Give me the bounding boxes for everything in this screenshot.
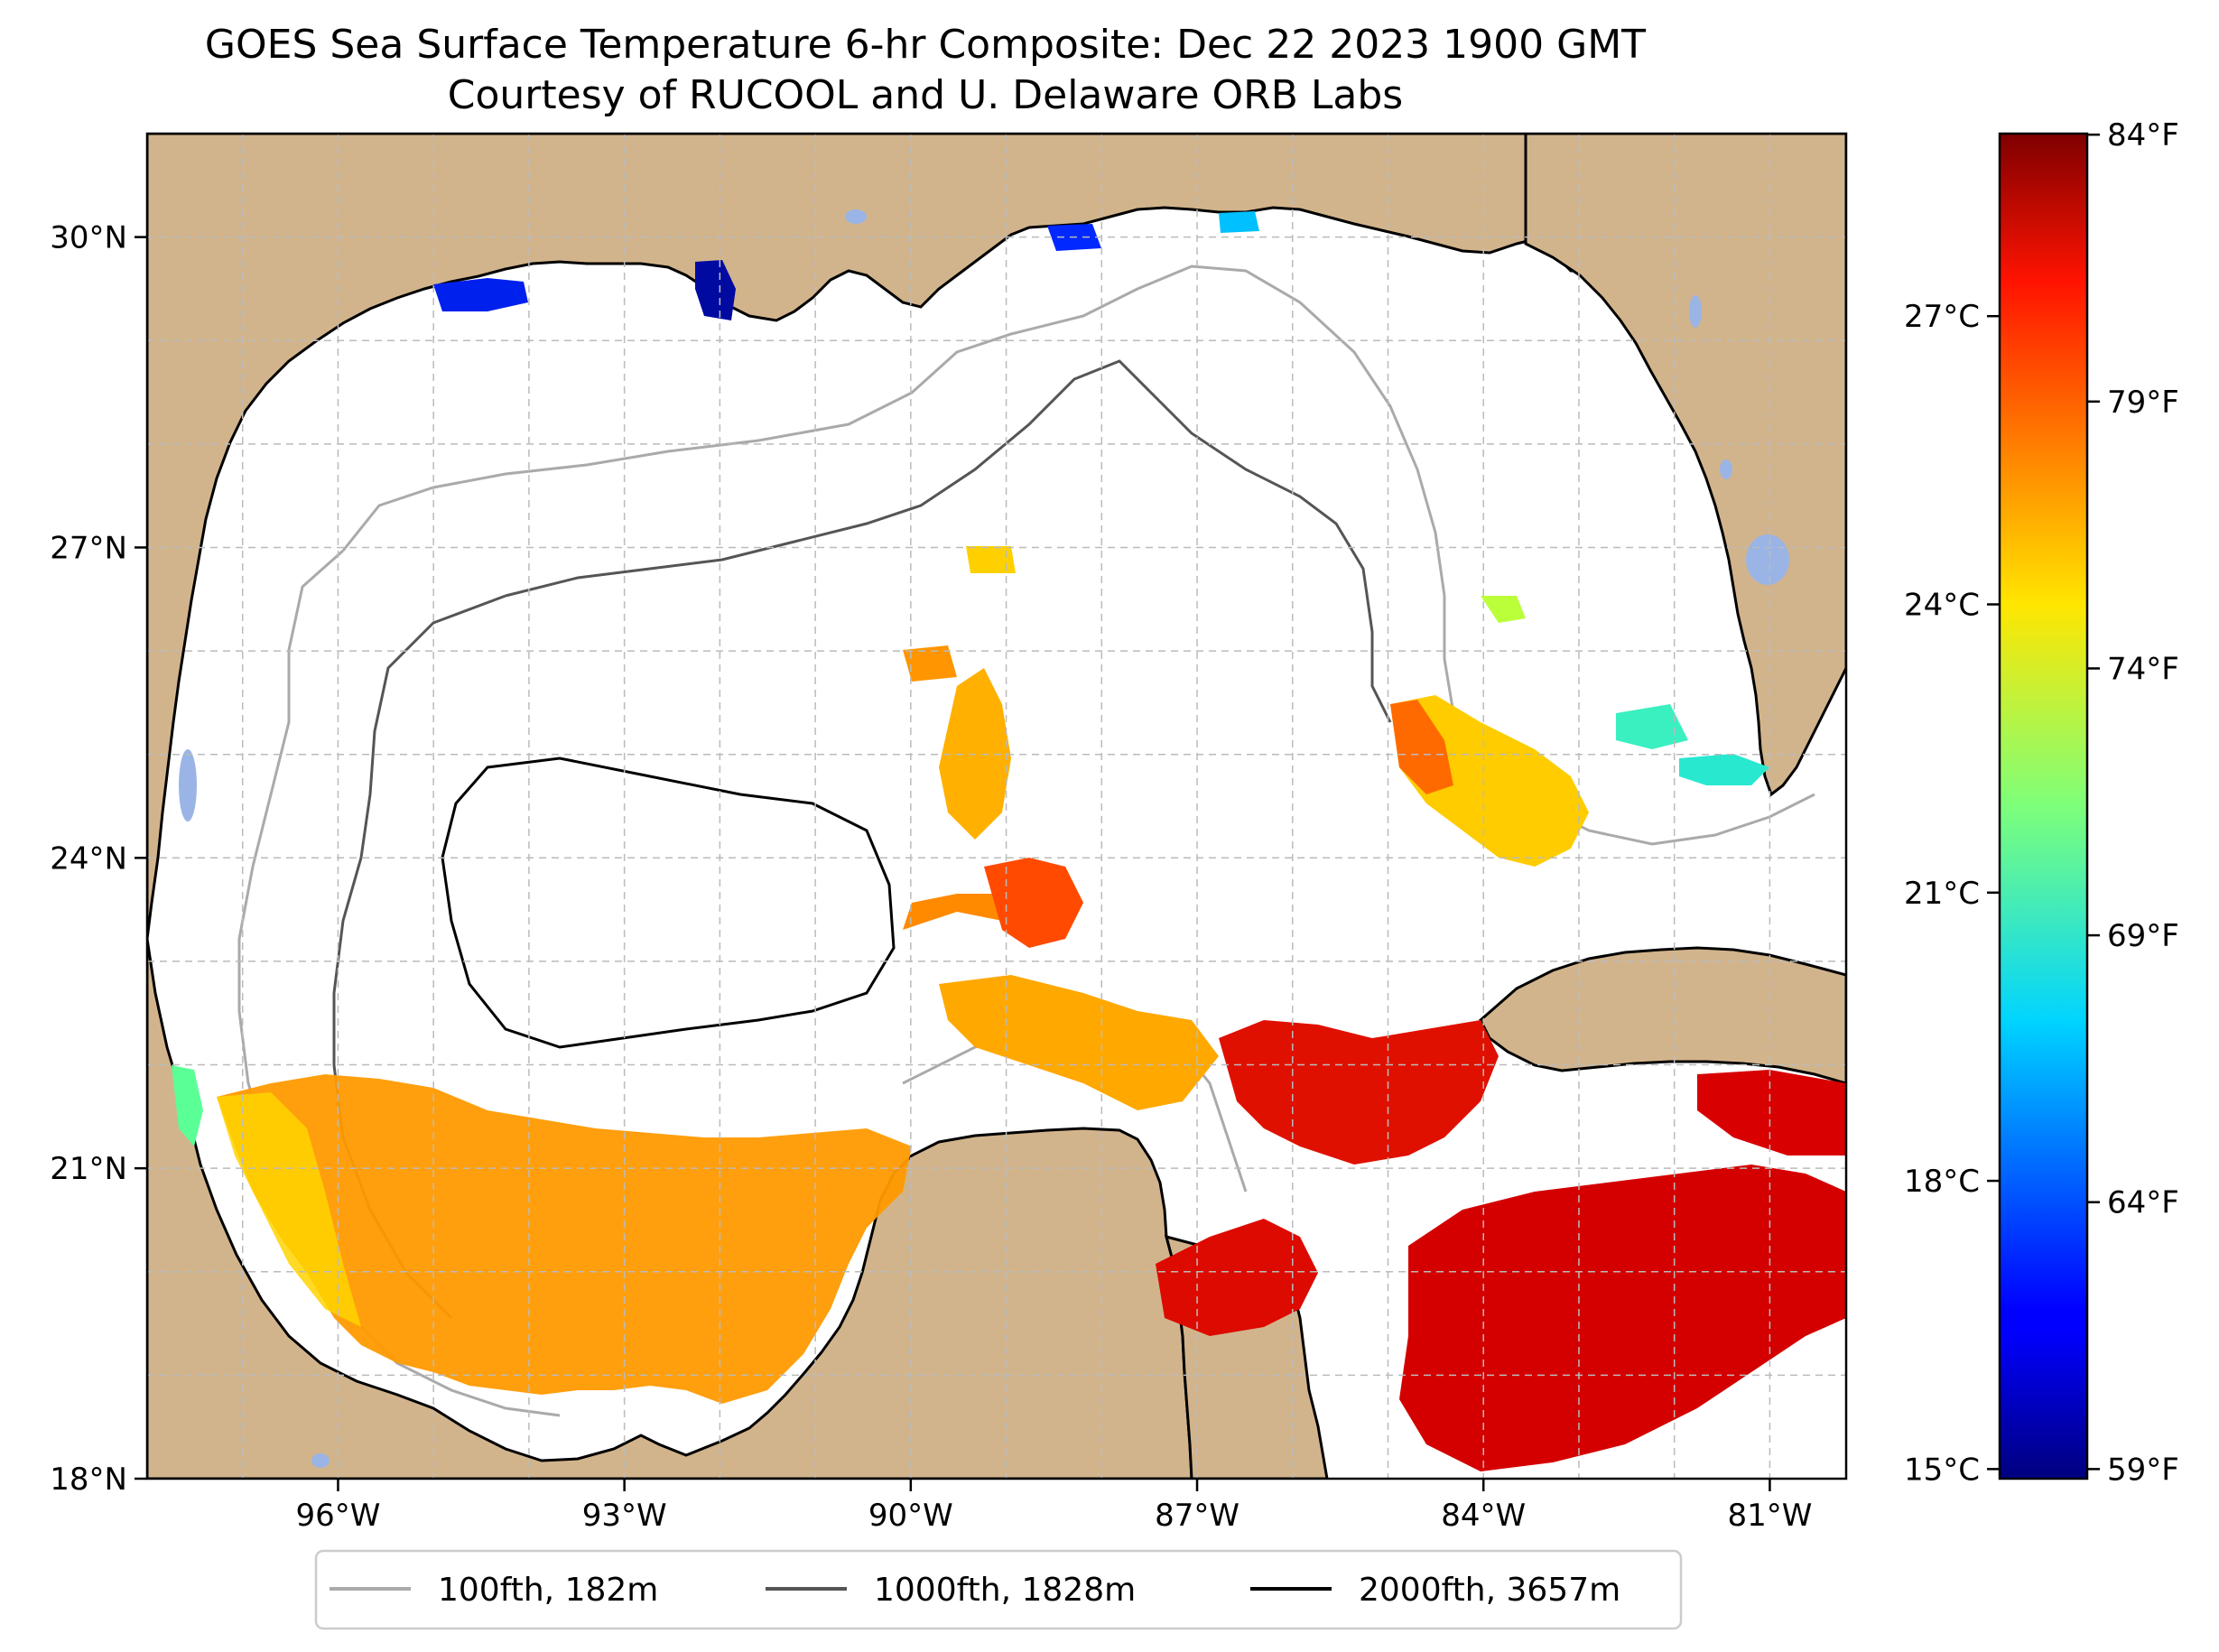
sst-patch-panhandle	[1219, 211, 1259, 233]
legend-box	[314, 1549, 1683, 1630]
lon-tick-label: 84°W	[1441, 1498, 1526, 1534]
sst-patch-central-gulf-3	[939, 975, 1219, 1110]
bathymetry-legend: 100fth, 182m 1000fth, 1828m 2000fth, 365…	[314, 1549, 1683, 1630]
map-border	[145, 132, 1848, 1480]
lat-tick-label: 24°N	[50, 840, 127, 877]
lake-louisiana	[845, 209, 867, 224]
legend-label-1000fth: 1000fth, 1828m	[874, 1572, 1136, 1609]
sst-patch-central-north	[966, 546, 1016, 573]
sst-patch-texas-bay	[433, 278, 528, 311]
sst-patch-bay-of-campeche	[217, 1074, 912, 1404]
lat-tick-label: 27°N	[50, 530, 127, 566]
lake-florida-small-1	[1689, 295, 1702, 328]
land-florida	[1524, 134, 1846, 797]
sst-patch-loop-current	[984, 858, 1083, 948]
lon-tick-label: 93°W	[582, 1498, 667, 1534]
lat-tick-label: 18°N	[50, 1462, 127, 1498]
celsius-tick-label: 27°C	[1904, 299, 1980, 335]
contour-1000fth	[505, 359, 1392, 723]
sst-patch-campeche-west	[217, 1092, 361, 1327]
sst-layer	[172, 211, 1846, 1471]
lon-tick-label: 81°W	[1727, 1498, 1812, 1534]
sst-patch-texas-coast	[172, 1065, 203, 1146]
lat-tick-label: 30°N	[50, 220, 127, 256]
contour-100fth-west	[237, 549, 561, 1417]
celsius-tick-label: 21°C	[1904, 876, 1980, 912]
latitude-axis: 18°N 21°N 24°N 27°N 30°N	[50, 220, 147, 1498]
map-subtitle: Courtesy of RUCOOL and U. Delaware ORB L…	[447, 72, 1404, 118]
sst-patch-west-florida-orange	[1390, 700, 1453, 794]
celsius-tick-label: 24°C	[1904, 588, 1980, 624]
colorbar: 15°C 18°C 21°C 24°C 27°C 59°F 64°F 69°F 74°F 79°…	[1904, 117, 2179, 1488]
sst-patch-louisiana-1	[695, 260, 736, 320]
fahrenheit-tick-label: 79°F	[2107, 385, 2179, 421]
gridlines	[147, 134, 1846, 1479]
lake-mexico	[311, 1453, 330, 1468]
fahrenheit-tick-label: 74°F	[2107, 651, 2179, 687]
fahrenheit-tick-label: 59°F	[2107, 1452, 2179, 1488]
map-title: GOES Sea Surface Temperature 6-hr Compos…	[204, 22, 1647, 68]
fahrenheit-tick-label: 84°F	[2107, 117, 2179, 153]
map-content	[147, 134, 1846, 1479]
lake-florida-small-2	[1720, 459, 1732, 479]
celsius-tick-label: 18°C	[1904, 1164, 1980, 1200]
sst-patch-northeast-gulf	[1481, 596, 1526, 623]
legend-label-2000fth: 2000fth, 3657m	[1359, 1572, 1620, 1609]
colorbar-celsius-axis: 15°C 18°C 21°C 24°C 27°C	[1904, 299, 2000, 1488]
lon-tick-label: 96°W	[296, 1498, 381, 1534]
sst-patch-yucatan-channel	[1219, 1020, 1499, 1165]
lat-tick-label: 21°N	[50, 1151, 127, 1187]
lake-texas-coast	[179, 749, 197, 821]
fahrenheit-tick-label: 69°F	[2107, 918, 2179, 954]
sst-patch-florida-keys	[1616, 704, 1688, 749]
sst-patch-caribbean-west	[1156, 1219, 1318, 1336]
legend-label-100fth: 100fth, 182m	[438, 1572, 658, 1609]
lon-tick-label: 87°W	[1155, 1498, 1239, 1534]
lon-tick-label: 90°W	[868, 1498, 953, 1534]
sst-patch-cuba-south	[1697, 1070, 1846, 1155]
contour-2000fth	[441, 756, 896, 1049]
fahrenheit-tick-label: 64°F	[2107, 1185, 2179, 1221]
lake-okeechobee	[1746, 534, 1789, 585]
sst-patch-caribbean-east	[1399, 1165, 1846, 1471]
celsius-tick-label: 15°C	[1904, 1452, 1980, 1488]
colorbar-gradient	[1998, 132, 2089, 1480]
colorbar-fahrenheit-axis: 59°F 64°F 69°F 74°F 79°F 84°F	[2087, 117, 2179, 1488]
sst-patch-florida-bay	[1679, 754, 1769, 785]
longitude-axis: 96°W 93°W 90°W 87°W 84°W 81°W	[296, 1479, 1812, 1534]
land-cuba	[1479, 946, 1846, 1085]
sst-patch-central-north-2	[903, 645, 957, 682]
